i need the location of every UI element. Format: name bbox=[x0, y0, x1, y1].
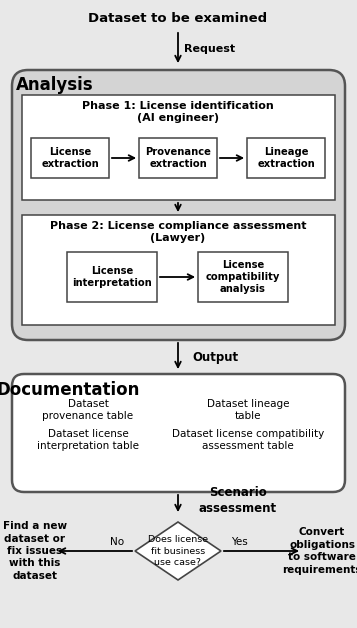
Text: Dataset lineage
table: Dataset lineage table bbox=[207, 399, 289, 421]
Polygon shape bbox=[135, 522, 221, 580]
Text: Lineage
extraction: Lineage extraction bbox=[257, 147, 315, 169]
Text: License
extraction: License extraction bbox=[41, 147, 99, 169]
Text: Dataset to be examined: Dataset to be examined bbox=[89, 11, 267, 24]
Text: Request: Request bbox=[185, 44, 236, 54]
Text: Dataset
provenance table: Dataset provenance table bbox=[42, 399, 134, 421]
Text: Convert
obligations
to software
requirements: Convert obligations to software requirem… bbox=[282, 528, 357, 575]
Text: Dataset license
interpretation table: Dataset license interpretation table bbox=[37, 429, 139, 451]
Text: Phase 2: License compliance assessment
(Lawyer): Phase 2: License compliance assessment (… bbox=[50, 221, 306, 243]
FancyBboxPatch shape bbox=[12, 70, 345, 340]
Text: Yes: Yes bbox=[231, 537, 247, 547]
Bar bbox=[139, 138, 217, 178]
Text: No: No bbox=[110, 537, 124, 547]
Bar bbox=[22, 215, 335, 325]
Text: Find a new
dataset or
fix issues
with this
dataset: Find a new dataset or fix issues with th… bbox=[3, 521, 67, 581]
Bar bbox=[198, 252, 288, 302]
Text: Documentation: Documentation bbox=[0, 381, 140, 399]
Text: Does license
fit business
use case?: Does license fit business use case? bbox=[148, 536, 208, 566]
Text: Output: Output bbox=[192, 350, 238, 364]
Text: Dataset license compatibility
assessment table: Dataset license compatibility assessment… bbox=[172, 429, 324, 451]
Bar bbox=[31, 138, 109, 178]
Bar bbox=[22, 95, 335, 200]
Text: License
interpretation: License interpretation bbox=[72, 266, 152, 288]
Text: Analysis: Analysis bbox=[16, 76, 94, 94]
Text: Provenance
extraction: Provenance extraction bbox=[145, 147, 211, 169]
Bar bbox=[247, 138, 325, 178]
Bar bbox=[67, 252, 157, 302]
Text: Scenario
assessment: Scenario assessment bbox=[199, 485, 277, 514]
Text: License
compatibility
analysis: License compatibility analysis bbox=[206, 259, 280, 295]
Text: Phase 1: License identification
(AI engineer): Phase 1: License identification (AI engi… bbox=[82, 101, 274, 123]
FancyBboxPatch shape bbox=[12, 374, 345, 492]
